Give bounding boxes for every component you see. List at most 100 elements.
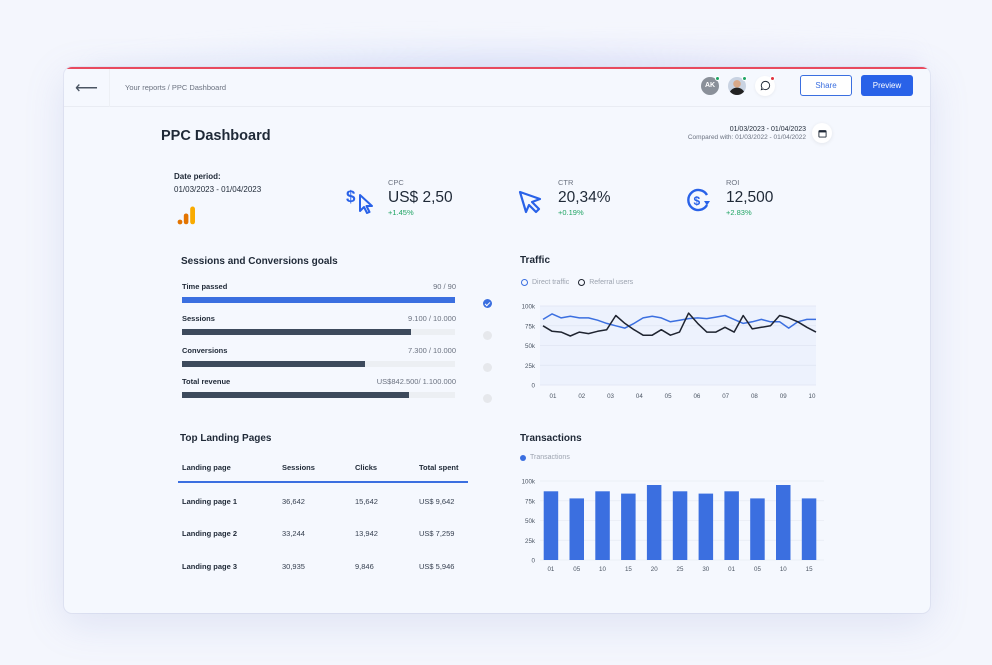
kpi-change: +1.45% (388, 208, 414, 217)
legend-item-transactions[interactable]: Transactions (520, 454, 570, 461)
x-tick-label: 10 (780, 566, 787, 573)
goal-amount: 90 / 90 (433, 282, 456, 291)
bar[interactable] (543, 491, 559, 560)
bar[interactable] (801, 498, 817, 560)
bar[interactable] (595, 491, 610, 560)
goal-amount: 7.300 / 10.000 (408, 346, 456, 355)
breadcrumb[interactable]: Your reports / PPC Dashboard (125, 83, 227, 92)
date-range-compare: Compared with: 01/03/2022 - 01/04/2022 (687, 134, 806, 141)
bar[interactable] (621, 493, 636, 560)
series-line-referral-users[interactable] (542, 312, 817, 337)
bar[interactable] (724, 491, 739, 560)
goal-progress-track (182, 297, 455, 303)
legend-marker (520, 454, 526, 461)
landing-pages-table: Landing page Sessions Clicks Total spent… (178, 453, 468, 581)
goal-sessions: Sessions 9.100 / 10.000 (182, 314, 492, 340)
notification-dot (770, 75, 775, 81)
online-status-dot (742, 75, 747, 81)
goal-progress-track (182, 392, 455, 398)
table-row[interactable]: Landing page 2 33,244 13,942 US$ 7,259 (178, 515, 468, 548)
x-tick-label: 02 (578, 393, 585, 400)
x-tick-label: 15 (625, 566, 632, 573)
traffic-legend: Direct traffic Referral users (521, 279, 642, 286)
goal-amount: US$842.500/ 1.100.000 (376, 377, 456, 386)
goal-pending-icon (483, 331, 492, 340)
date-period: Date period: 01/03/2023 - 01/04/2023 (174, 170, 261, 196)
bar[interactable] (698, 493, 714, 560)
cell-sessions: 36,642 (282, 496, 305, 506)
legend-item-direct-traffic[interactable]: Direct traffic (521, 279, 569, 286)
bar[interactable] (672, 491, 688, 560)
cursor-icon (516, 186, 546, 216)
kpi-value: 12,500 (726, 189, 774, 206)
goal-progress-fill (182, 392, 409, 398)
legend-item-referral-users[interactable]: Referral users (578, 279, 633, 286)
online-status-dot (715, 75, 720, 81)
avatar-user-photo[interactable] (728, 75, 747, 95)
y-tick-label: 100k (522, 304, 536, 311)
goal-name: Time passed (182, 282, 228, 291)
x-tick-label: 25 (677, 566, 684, 573)
comments-button[interactable] (755, 75, 775, 96)
date-range-value: 01/03/2023 - 01/04/2023 (729, 126, 806, 133)
kpi-value: 20,34% (558, 189, 611, 206)
page-title: PPC Dashboard (161, 128, 271, 144)
kpi-change: +0.19% (558, 208, 584, 217)
bar[interactable] (776, 485, 791, 560)
bar[interactable] (750, 498, 765, 560)
cell-landing-page: Landing page 2 (182, 529, 238, 538)
cell-total-spent: US$ 5,946 (419, 562, 455, 571)
x-tick-label: 07 (722, 393, 729, 400)
date-range[interactable]: 01/03/2023 - 01/04/2023 Compared with: 0… (688, 126, 806, 141)
x-tick-label: 30 (702, 566, 709, 573)
share-button[interactable]: Share (800, 75, 852, 96)
goal-progress-track (182, 329, 455, 335)
x-tick-label: 08 (751, 393, 758, 400)
chat-bubble-icon (760, 80, 770, 91)
goal-name: Total revenue (182, 377, 231, 386)
x-tick-label: 20 (651, 566, 658, 573)
x-tick-label: 05 (573, 566, 580, 573)
goal-name: Sessions (182, 314, 215, 323)
legend-label: Referral users (589, 279, 634, 286)
x-tick-label: 01 (728, 566, 735, 573)
y-tick-label: 50k (525, 343, 536, 350)
y-tick-label: 75k (525, 323, 536, 330)
bar[interactable] (646, 485, 662, 560)
goal-time-passed: Time passed 90 / 90 (182, 282, 492, 308)
y-tick-label: 75k (525, 498, 536, 505)
cell-sessions: 33,244 (282, 529, 305, 538)
y-tick-label: 100k (522, 479, 536, 486)
back-button[interactable]: ⟵ (64, 68, 110, 107)
traffic-title: Traffic (520, 255, 551, 266)
calendar-icon (817, 129, 827, 138)
calendar-button[interactable] (812, 123, 832, 143)
google-analytics-icon (177, 206, 197, 230)
goal-progress-fill (182, 361, 365, 367)
cell-total-spent: US$ 9,642 (419, 496, 455, 506)
date-period-value: 01/03/2023 - 01/04/2023 (174, 185, 262, 194)
y-tick-label: 0 (532, 558, 536, 565)
col-total-spent[interactable]: Total spent (415, 453, 468, 483)
cell-landing-page: Landing page 1 (182, 496, 238, 506)
dollar-cursor-icon: $ (346, 186, 376, 216)
transactions-title: Transactions (520, 433, 582, 444)
col-clicks[interactable]: Clicks (351, 453, 415, 483)
preview-button[interactable]: Preview (861, 75, 913, 96)
table-row[interactable]: Landing page 1 36,642 15,642 US$ 9,642 (178, 482, 468, 515)
top-bar: ⟵ Your reports / PPC Dashboard AK Share … (64, 68, 930, 107)
col-landing-page[interactable]: Landing page (178, 453, 278, 483)
y-tick-label: 0 (532, 383, 536, 390)
legend-label: Transactions (530, 454, 570, 461)
series-line-direct-traffic[interactable] (542, 313, 816, 329)
goal-progress-track (182, 361, 455, 367)
col-sessions[interactable]: Sessions (278, 453, 351, 483)
cell-total-spent: US$ 7,259 (419, 529, 455, 538)
kpi-cpc: $ CPC US$ 2,50 +1.45% (346, 178, 453, 217)
avatar-ak[interactable]: AK (701, 75, 720, 95)
goal-total-revenue: Total revenue US$842.500/ 1.100.000 (182, 377, 492, 403)
kpi-ctr: CTR 20,34% +0.19% (516, 178, 611, 217)
bar[interactable] (569, 498, 585, 560)
table-row[interactable]: Landing page 3 30,935 9,846 US$ 5,946 (178, 548, 468, 581)
goal-progress-fill (182, 329, 412, 335)
